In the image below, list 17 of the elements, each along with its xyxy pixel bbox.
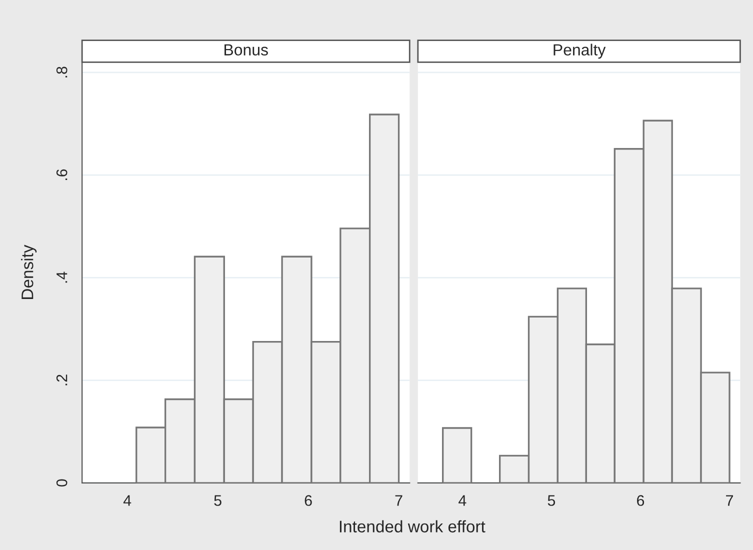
y-tick-label: 0 xyxy=(56,479,68,487)
y-axis-title: Density xyxy=(21,244,37,299)
chart-title: Penalty xyxy=(554,44,606,59)
x-tick-label: 6 xyxy=(304,495,312,506)
y-tick-label: .6 xyxy=(56,169,68,180)
x-tick-label: 4 xyxy=(123,495,132,506)
x-tick-label: 7 xyxy=(395,495,402,506)
y-tick-label: .2 xyxy=(56,374,68,386)
x-tick-label: 5 xyxy=(214,495,222,506)
y-tick-label: .4 xyxy=(56,272,68,283)
x-axis-title: Intended work effort xyxy=(340,520,486,532)
chart-title: Bonus xyxy=(224,44,268,56)
x-tick-label: 7 xyxy=(726,495,733,506)
y-tick-label: .8 xyxy=(56,66,68,78)
x-tick-label: 6 xyxy=(637,495,644,506)
x-tick-label: 4 xyxy=(458,495,466,506)
x-tick-label: 5 xyxy=(548,495,556,506)
